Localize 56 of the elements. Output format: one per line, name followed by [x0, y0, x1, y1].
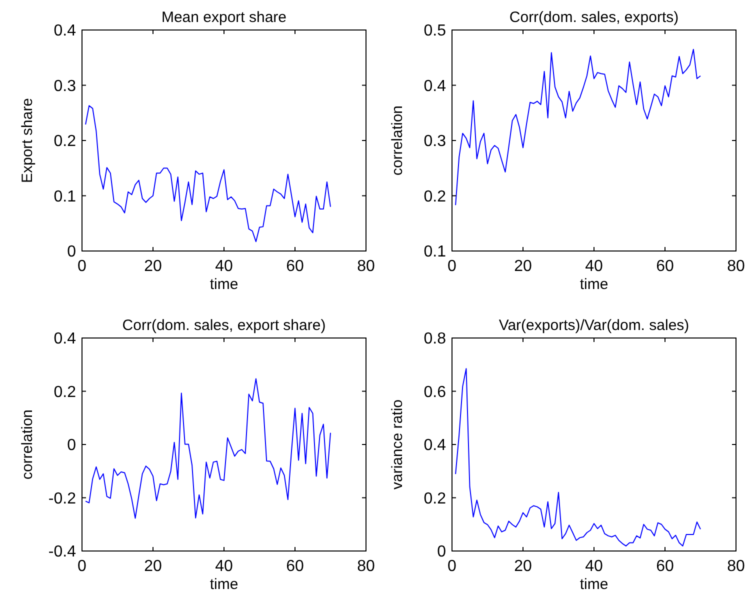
y-tick-label: 0.4 [54, 22, 76, 40]
y-tick-label: 0.5 [424, 22, 446, 40]
x-tick-label: 60 [656, 258, 674, 275]
y-tick-label: 0.2 [54, 133, 76, 150]
y-tick-label: 0.2 [424, 188, 446, 206]
y-axis-title: correlation [389, 105, 406, 176]
x-tick-label: 0 [448, 558, 457, 575]
y-tick-label: 0 [67, 437, 76, 454]
y-tick-label: 0.1 [54, 188, 76, 206]
line-series [455, 48, 701, 206]
x-tick-label: 0 [78, 258, 87, 275]
chart-title: Corr(dom. sales, exports) [509, 9, 679, 26]
y-tick-label: 0 [67, 244, 76, 260]
y-tick-label: 0.4 [424, 78, 446, 95]
line-series [85, 105, 331, 242]
x-tick-label: 40 [215, 258, 233, 275]
x-axis-title: time [580, 576, 608, 593]
x-tick-label: 20 [514, 558, 532, 575]
x-tick-label: 80 [727, 558, 745, 575]
y-tick-label: 0.4 [424, 437, 446, 454]
y-tick-label: 0.2 [54, 384, 76, 401]
x-tick-label: 20 [144, 558, 162, 575]
x-axis-title: time [210, 576, 238, 593]
y-tick-label: 0.4 [54, 330, 76, 348]
y-tick-label: 0.2 [424, 490, 446, 508]
x-tick-label: 60 [286, 558, 304, 575]
line-series [455, 368, 701, 546]
y-tick-label: 0.3 [424, 133, 446, 150]
x-tick-label: 0 [78, 558, 87, 575]
y-tick-label: 0.1 [424, 244, 446, 260]
y-axis-title: Export share [19, 98, 36, 184]
y-tick-label: -0.4 [48, 544, 76, 560]
y-tick-label: 0 [437, 544, 446, 560]
x-tick-label: 40 [585, 258, 603, 275]
y-tick-label: 0.8 [424, 330, 446, 348]
x-tick-label: 0 [448, 258, 457, 275]
chart-title: Var(exports)/Var(dom. sales) [498, 317, 690, 334]
x-axis-title: time [580, 276, 608, 293]
x-axis-title: time [210, 276, 238, 293]
y-tick-label: 0.3 [54, 78, 76, 95]
line-series [85, 378, 331, 519]
x-tick-label: 20 [144, 258, 162, 275]
y-axis-title: variance ratio [389, 399, 406, 490]
x-tick-label: 60 [286, 258, 304, 275]
x-tick-label: 20 [514, 258, 532, 275]
chart-title: Corr(dom. sales, export share) [122, 317, 326, 334]
chart-title: Mean export share [161, 9, 287, 26]
y-tick-label: 0.6 [424, 384, 446, 401]
x-tick-label: 80 [357, 558, 375, 575]
x-tick-label: 80 [357, 258, 375, 275]
y-axis-title: correlation [19, 409, 36, 480]
x-tick-label: 60 [656, 558, 674, 575]
x-tick-label: 80 [727, 258, 745, 275]
x-tick-label: 40 [215, 558, 233, 575]
x-tick-label: 40 [585, 558, 603, 575]
y-tick-label: -0.2 [48, 490, 76, 508]
